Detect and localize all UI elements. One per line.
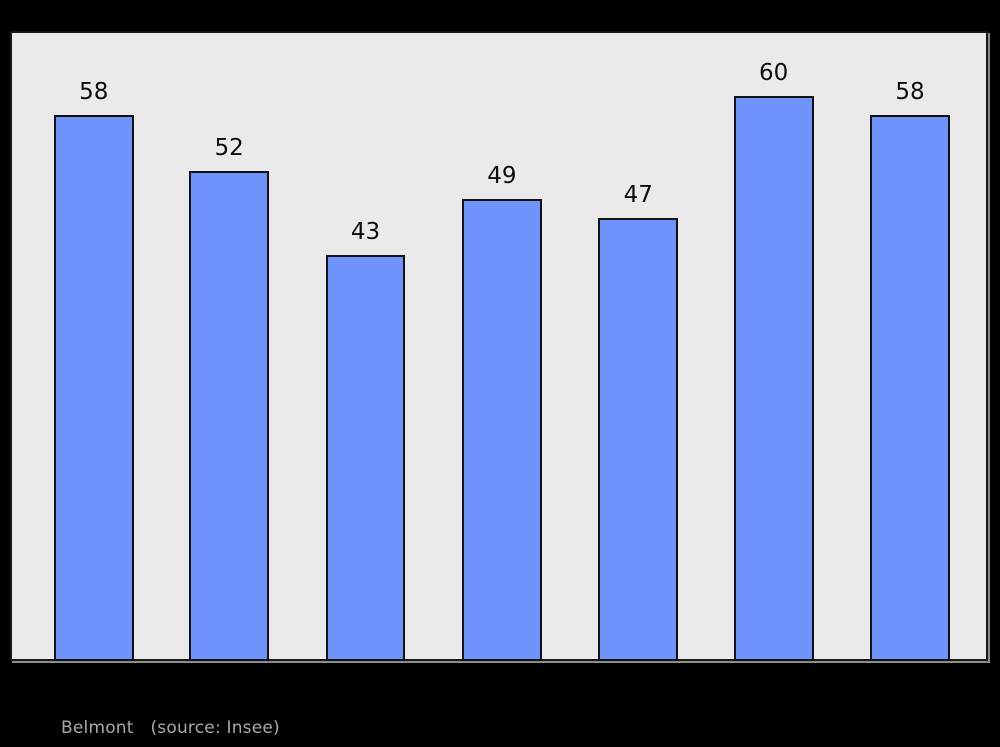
chart-caption: Belmont (source: Insee) xyxy=(61,718,280,738)
bar-value-label-2: 52 xyxy=(214,134,244,161)
bar-7[interactable] xyxy=(870,114,950,661)
bar-value-label-4: 49 xyxy=(487,163,517,190)
bar-3[interactable] xyxy=(325,255,406,661)
bar-6[interactable] xyxy=(733,95,814,661)
bar-value-label-3: 43 xyxy=(350,219,381,246)
bars-layer: 58 52 43 49 47 60 58 xyxy=(12,33,986,661)
bar-value-label-7: 58 xyxy=(895,78,925,105)
bar-value-label-6: 60 xyxy=(759,59,789,86)
bar-value-label-1: 58 xyxy=(79,78,109,105)
bar-1[interactable] xyxy=(53,114,134,661)
bar-value-label-5: 47 xyxy=(623,181,653,208)
bar-5[interactable] xyxy=(598,217,679,661)
bar-4[interactable] xyxy=(461,199,542,661)
bar-2[interactable] xyxy=(189,170,270,661)
plot-area: 58 52 43 49 47 60 58 xyxy=(10,31,988,661)
